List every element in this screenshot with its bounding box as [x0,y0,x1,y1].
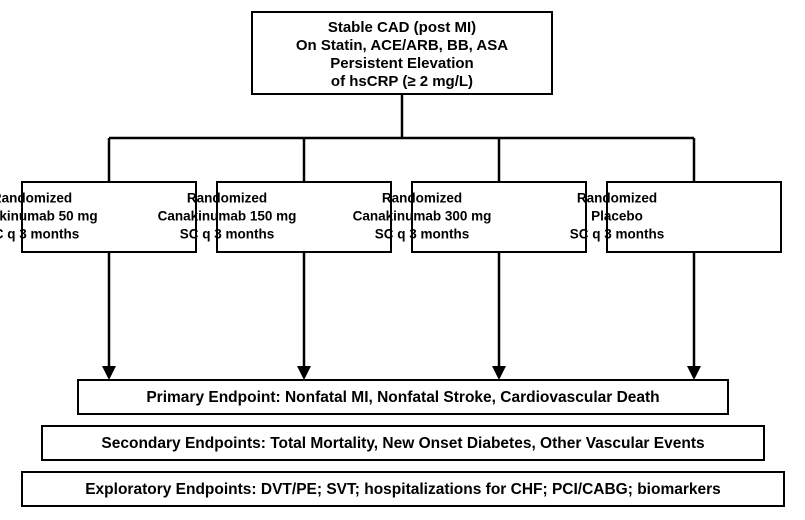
endpoint-text-2: Exploratory Endpoints: DVT/PE; SVT; hosp… [85,481,721,498]
arm-0-line-2: SC q 3 months [0,227,79,242]
arm-2-line-0: Randomized [382,191,462,206]
arm-3-line-2: SC q 3 months [570,227,665,242]
arm-1-line-1: Canakinumab 150 mg [158,209,297,224]
arm-1-line-2: SC q 3 months [180,227,275,242]
endpoint-text-0: Primary Endpoint: Nonfatal MI, Nonfatal … [146,389,659,406]
arm-arrow-head-1 [297,366,311,380]
arm-arrow-head-0 [102,366,116,380]
endpoint-text-1: Secondary Endpoints: Total Mortality, Ne… [101,435,704,452]
arm-2-line-1: Canakinumab 300 mg [353,209,492,224]
arm-3-line-0: Randomized [577,191,657,206]
inclusion-text-line-1: On Statin, ACE/ARB, BB, ASA [296,37,508,54]
inclusion-text-line-3: of hsCRP (≥ 2 mg/L) [331,73,473,90]
arm-arrow-head-3 [687,366,701,380]
arm-arrow-head-2 [492,366,506,380]
arm-0-line-0: Randomized [0,191,72,206]
inclusion-text-line-2: Persistent Elevation [330,55,473,72]
arm-2-line-2: SC q 3 months [375,227,470,242]
arm-3-line-1: Placebo [591,209,643,224]
arm-0-line-1: Canakinumab 50 mg [0,209,98,224]
arm-1-line-0: Randomized [187,191,267,206]
inclusion-text-line-0: Stable CAD (post MI) [328,19,476,36]
